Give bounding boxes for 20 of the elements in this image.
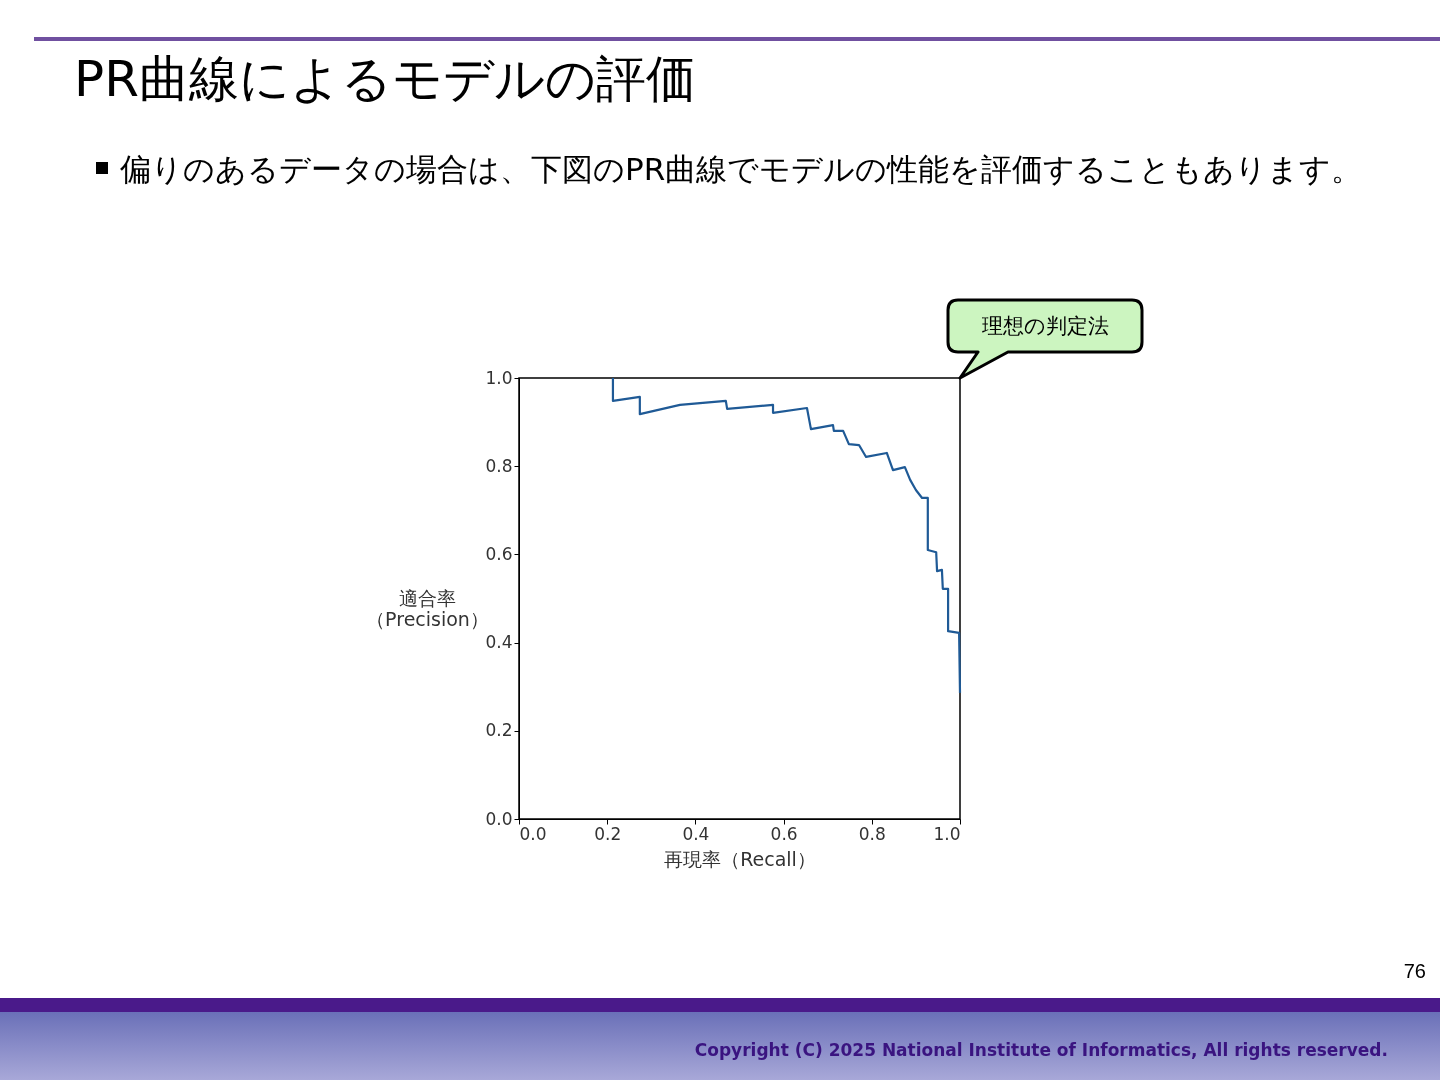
x-axis-title: 再現率（Recall） <box>664 847 816 870</box>
y-tick-label: 0.0 <box>485 808 513 829</box>
y-tick-label: 0.6 <box>485 543 513 564</box>
y-axis-title: 適合率（Precision） <box>366 586 489 630</box>
x-tick-label: 1.0 <box>933 823 961 844</box>
x-tick-label: 0.2 <box>594 823 622 844</box>
chart-title: PR曲線によるモデルの評価 <box>74 49 696 110</box>
y-tick-label: 0.8 <box>485 455 513 476</box>
y-tick-label: 1.0 <box>485 367 513 388</box>
text: 理想の判定法 <box>981 313 1109 340</box>
text: Copyright (C) 2025 National Institute of Informatics, All rights reserved. <box>694 1040 1388 1060</box>
x-tick-label: 0.0 <box>519 823 547 844</box>
y-tick-label: 0.4 <box>485 632 513 653</box>
y-tick-label: 0.2 <box>485 720 513 741</box>
x-tick-label: 0.6 <box>770 823 798 844</box>
line-series <box>611 376 962 694</box>
chart-subtitle: 偏りのあるデータの場合は、下図のPR曲線でモデルの性能を評価することもあります。 <box>120 150 1364 189</box>
text: 76 <box>1403 960 1426 983</box>
x-tick-label: 0.8 <box>858 823 886 844</box>
x-tick-label: 0.4 <box>682 823 710 844</box>
